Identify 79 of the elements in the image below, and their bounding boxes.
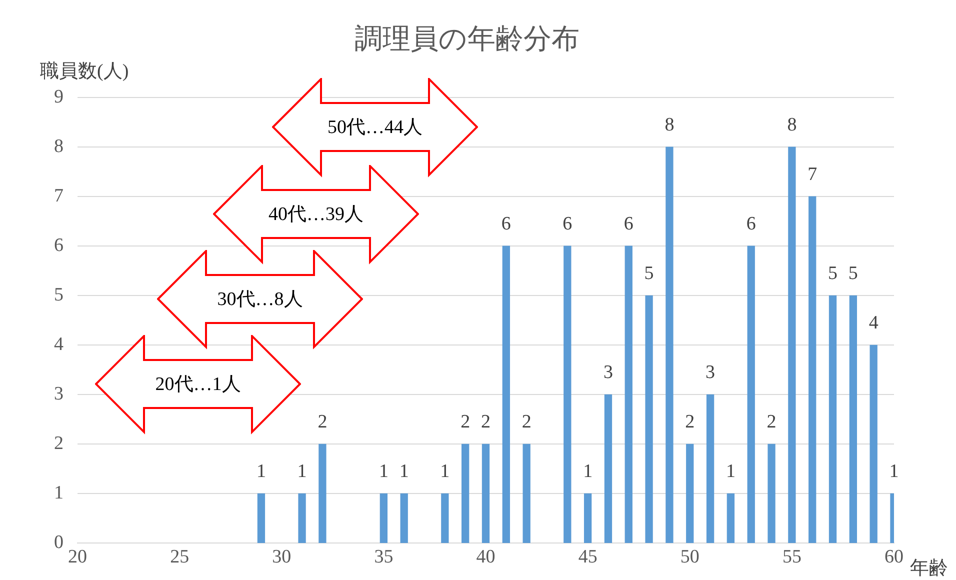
x-tick-label: 45	[578, 546, 598, 568]
x-tick-label: 50	[680, 546, 700, 568]
data-label: 3	[706, 362, 716, 384]
data-label: 2	[318, 412, 328, 433]
data-label: 1	[256, 461, 266, 482]
data-label: 6	[562, 214, 572, 235]
bar	[808, 196, 816, 544]
bar	[849, 295, 858, 544]
y-tick-label: 5	[54, 284, 64, 306]
data-label: 3	[603, 362, 613, 384]
data-label: 7	[808, 164, 818, 186]
bar	[462, 444, 470, 544]
bar	[584, 493, 592, 544]
data-label: 2	[685, 412, 695, 433]
data-label: 1	[583, 461, 593, 482]
x-tick-label: 40	[476, 546, 496, 568]
x-axis-title: 年齢	[910, 558, 948, 580]
bar	[482, 444, 490, 544]
data-label: 1	[297, 461, 307, 482]
data-label: 2	[522, 412, 532, 433]
data-label: 1	[726, 461, 736, 482]
data-label: 1	[440, 461, 450, 482]
bar	[870, 344, 878, 544]
y-tick-label: 9	[54, 86, 64, 108]
bar	[788, 146, 796, 544]
bar	[747, 246, 755, 544]
data-label: 6	[746, 214, 756, 235]
y-tick-label: 7	[54, 186, 64, 207]
bar	[441, 493, 449, 544]
bar	[726, 493, 735, 544]
data-label: 2	[766, 412, 776, 433]
bar	[624, 246, 632, 544]
bar	[564, 246, 572, 544]
data-label: 6	[624, 214, 634, 235]
bar	[400, 493, 408, 544]
bar	[318, 444, 326, 544]
x-tick-label: 25	[170, 546, 190, 568]
x-tick-label: 20	[68, 546, 87, 568]
x-tick-label: 60	[884, 546, 904, 568]
y-tick-label: 4	[54, 334, 64, 356]
bar	[257, 493, 266, 544]
data-label: 5	[848, 263, 858, 284]
data-label: 2	[460, 412, 470, 433]
y-tick-label: 6	[54, 235, 64, 256]
bar	[604, 394, 612, 544]
annotation: 30代…8人	[217, 288, 303, 312]
x-tick-label: 55	[782, 546, 802, 568]
data-label: 1	[889, 461, 899, 482]
y-tick-label: 2	[54, 433, 64, 454]
bar	[502, 246, 510, 544]
data-label: 8	[664, 114, 674, 136]
annotation: 40代…39人	[268, 203, 364, 227]
data-label: 4	[868, 312, 879, 334]
annotation: 20代…1人	[155, 373, 241, 397]
y-tick-label: 8	[54, 136, 64, 158]
y-tick-label: 1	[54, 482, 64, 504]
y-tick-label: 3	[54, 384, 64, 405]
y-axis-title: 職員数(人)	[40, 61, 129, 82]
data-label: 5	[644, 263, 654, 284]
data-label: 1	[378, 461, 388, 482]
chart-title: 調理員の年齢分布	[354, 24, 580, 56]
bar	[768, 444, 776, 544]
bar	[828, 295, 837, 544]
bar	[666, 146, 674, 544]
y-tick-label: 0	[54, 532, 64, 554]
data-label: 2	[481, 412, 490, 433]
data-label: 6	[501, 214, 511, 235]
bar	[706, 394, 714, 544]
data-label: 5	[828, 263, 838, 284]
bar	[686, 444, 694, 544]
annotation: 50代…44人	[328, 116, 422, 140]
data-label: 8	[787, 114, 797, 136]
x-tick-label: 30	[272, 546, 292, 568]
data-label: 1	[399, 461, 409, 482]
bar	[522, 444, 530, 544]
bar	[380, 493, 388, 544]
bar	[645, 295, 653, 544]
bar	[298, 493, 306, 544]
x-tick-label: 35	[374, 546, 394, 568]
